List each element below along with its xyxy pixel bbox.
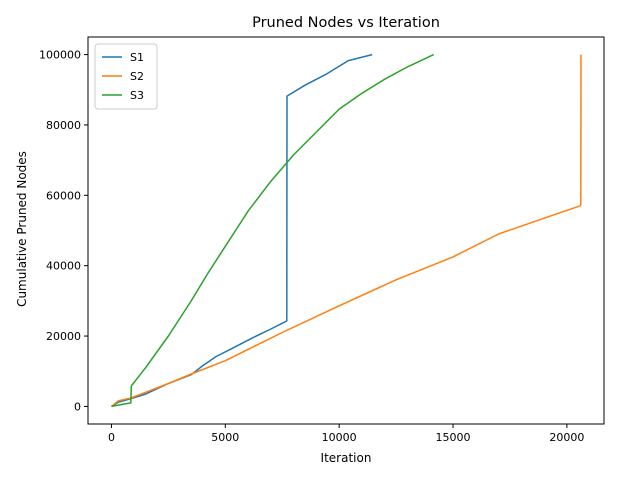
x-tick-label: 15000	[436, 431, 471, 444]
legend: S1 S2 S3	[94, 43, 158, 110]
series-line-s2	[111, 54, 582, 407]
legend-box	[94, 43, 158, 110]
series-line-s3	[111, 53, 435, 408]
x-axis-label: Iteration	[321, 451, 372, 465]
plot-area	[111, 53, 582, 408]
x-tick-label: 20000	[549, 431, 584, 444]
y-tick-label: 0	[74, 400, 81, 413]
legend-label-s3: S3	[130, 89, 144, 102]
legend-label-s1: S1	[130, 51, 144, 64]
x-tick-label: 5000	[211, 431, 239, 444]
x-tick-label: 10000	[322, 431, 357, 444]
y-tick-label: 40000	[46, 260, 81, 273]
chart-title: Pruned Nodes vs Iteration	[252, 15, 440, 31]
axis-ticks: 0 5000 10000 15000 20000 0 20000 40000 60000 8000…	[39, 49, 584, 444]
y-tick-label: 60000	[46, 189, 81, 202]
y-axis-label: Cumulative Pruned Nodes	[15, 151, 29, 307]
legend-label-s2: S2	[130, 70, 144, 83]
y-tick-label: 100000	[39, 49, 81, 62]
x-tick-label: 0	[108, 431, 115, 444]
series-line-s1	[111, 53, 373, 408]
y-tick-label: 80000	[46, 119, 81, 132]
plot-frame	[87, 36, 605, 425]
y-tick-label: 20000	[46, 330, 81, 343]
